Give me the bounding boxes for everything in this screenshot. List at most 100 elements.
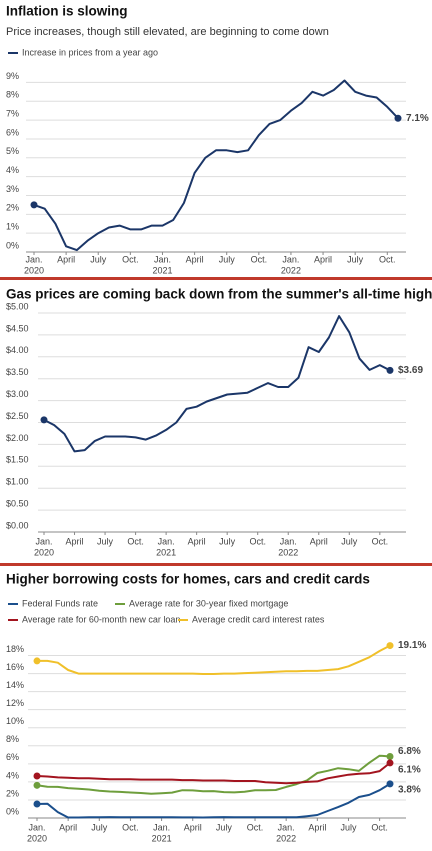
data-line (36, 754, 391, 795)
end-point (386, 780, 394, 788)
x-tick-label: April (184, 822, 202, 832)
y-tick-label: $0.50 (6, 498, 29, 508)
y-tick-label: $4.00 (6, 345, 29, 355)
y-tick-label: 1% (6, 222, 19, 232)
x-tick-label: July (97, 536, 114, 546)
x-tick-label: July (216, 822, 233, 832)
x-year-label: 2022 (278, 547, 298, 557)
end-point (33, 781, 41, 789)
x-tick-label: July (341, 536, 358, 546)
x-year-label: 2022 (281, 265, 301, 275)
end-point (386, 753, 394, 761)
y-tick-label: $4.50 (6, 323, 29, 333)
x-tick-label: Jan. (154, 254, 171, 264)
separator (0, 277, 432, 280)
y-tick-label: 4% (6, 770, 19, 780)
value-label: 6.1% (398, 765, 421, 776)
x-tick-label: Jan. (25, 254, 42, 264)
x-tick-label: Jan. (158, 536, 175, 546)
x-tick-label: July (347, 254, 364, 264)
data-line (43, 315, 391, 453)
y-tick-label: 16% (6, 662, 24, 672)
y-tick-label: 14% (6, 680, 24, 690)
y-tick-label: $5.00 (6, 301, 29, 311)
data-line (37, 644, 391, 675)
y-tick-label: $1.00 (6, 477, 29, 487)
x-tick-label: July (340, 822, 357, 832)
x-tick-label: Oct. (249, 536, 266, 546)
value-label: $3.69 (398, 365, 423, 376)
data-line (36, 783, 391, 819)
y-tick-label: 0% (6, 240, 19, 250)
end-point (40, 416, 48, 424)
x-tick-label: July (91, 822, 108, 832)
y-tick-label: 7% (6, 108, 19, 118)
x-year-label: 2021 (152, 833, 172, 843)
x-year-label: 2020 (34, 547, 54, 557)
y-tick-label: 3% (6, 184, 19, 194)
x-tick-label: Jan. (28, 822, 45, 832)
end-point (33, 657, 41, 665)
value-label: 3.8% (398, 785, 421, 796)
y-tick-label: $3.00 (6, 389, 29, 399)
x-tick-label: July (219, 536, 236, 546)
y-tick-label: $2.00 (6, 433, 29, 443)
x-tick-label: April (310, 536, 328, 546)
x-tick-label: April (188, 536, 206, 546)
y-tick-label: 6% (6, 127, 19, 137)
x-tick-label: April (186, 254, 204, 264)
x-year-label: 2020 (27, 833, 47, 843)
x-tick-label: Jan. (35, 536, 52, 546)
end-point (30, 201, 38, 209)
chart-title: Inflation is slowing (6, 4, 128, 19)
x-tick-label: Oct. (247, 822, 264, 832)
x-year-label: 2020 (24, 265, 44, 275)
data-line (36, 762, 391, 785)
x-tick-label: Oct. (379, 254, 396, 264)
end-point (386, 759, 394, 767)
x-year-label: 2022 (276, 833, 296, 843)
y-tick-label: 4% (6, 165, 19, 175)
x-tick-label: Oct. (372, 536, 389, 546)
end-point (386, 642, 394, 650)
y-tick-label: $3.50 (6, 367, 29, 377)
x-tick-label: April (57, 254, 75, 264)
x-tick-label: Oct. (122, 254, 139, 264)
x-tick-label: April (66, 536, 84, 546)
value-label: 6.8% (398, 746, 421, 757)
y-tick-label: 18% (6, 644, 24, 654)
data-line (33, 79, 399, 252)
x-tick-label: Jan. (280, 536, 297, 546)
legend-label: Increase in prices from a year ago (22, 47, 158, 57)
y-tick-label: 2% (6, 203, 19, 213)
x-year-label: 2021 (156, 547, 176, 557)
x-tick-label: July (90, 254, 107, 264)
x-year-label: 2021 (152, 265, 172, 275)
x-tick-label: Jan. (282, 254, 299, 264)
x-tick-label: Oct. (122, 822, 139, 832)
x-tick-label: Oct. (251, 254, 268, 264)
legend-label: Average rate for 30-year fixed mortgage (129, 598, 288, 608)
legend-label: Average credit card interest rates (192, 614, 325, 624)
end-point (386, 366, 394, 374)
y-tick-label: 12% (6, 698, 24, 708)
end-point (33, 800, 41, 808)
y-tick-label: $2.50 (6, 411, 29, 421)
x-tick-label: Jan. (153, 822, 170, 832)
x-tick-label: Jan. (278, 822, 295, 832)
x-tick-label: April (314, 254, 332, 264)
x-tick-label: April (308, 822, 326, 832)
x-tick-label: July (219, 254, 236, 264)
y-tick-label: 6% (6, 752, 19, 762)
chart-title: Higher borrowing costs for homes, cars a… (6, 572, 370, 587)
x-tick-label: Oct. (127, 536, 144, 546)
separator (0, 563, 432, 566)
y-tick-label: 9% (6, 71, 19, 81)
value-label: 19.1% (398, 640, 426, 651)
y-tick-label: $0.00 (6, 520, 29, 530)
y-tick-label: 8% (6, 734, 19, 744)
y-tick-label: 0% (6, 806, 19, 816)
end-point (394, 114, 402, 122)
x-tick-label: April (59, 822, 77, 832)
